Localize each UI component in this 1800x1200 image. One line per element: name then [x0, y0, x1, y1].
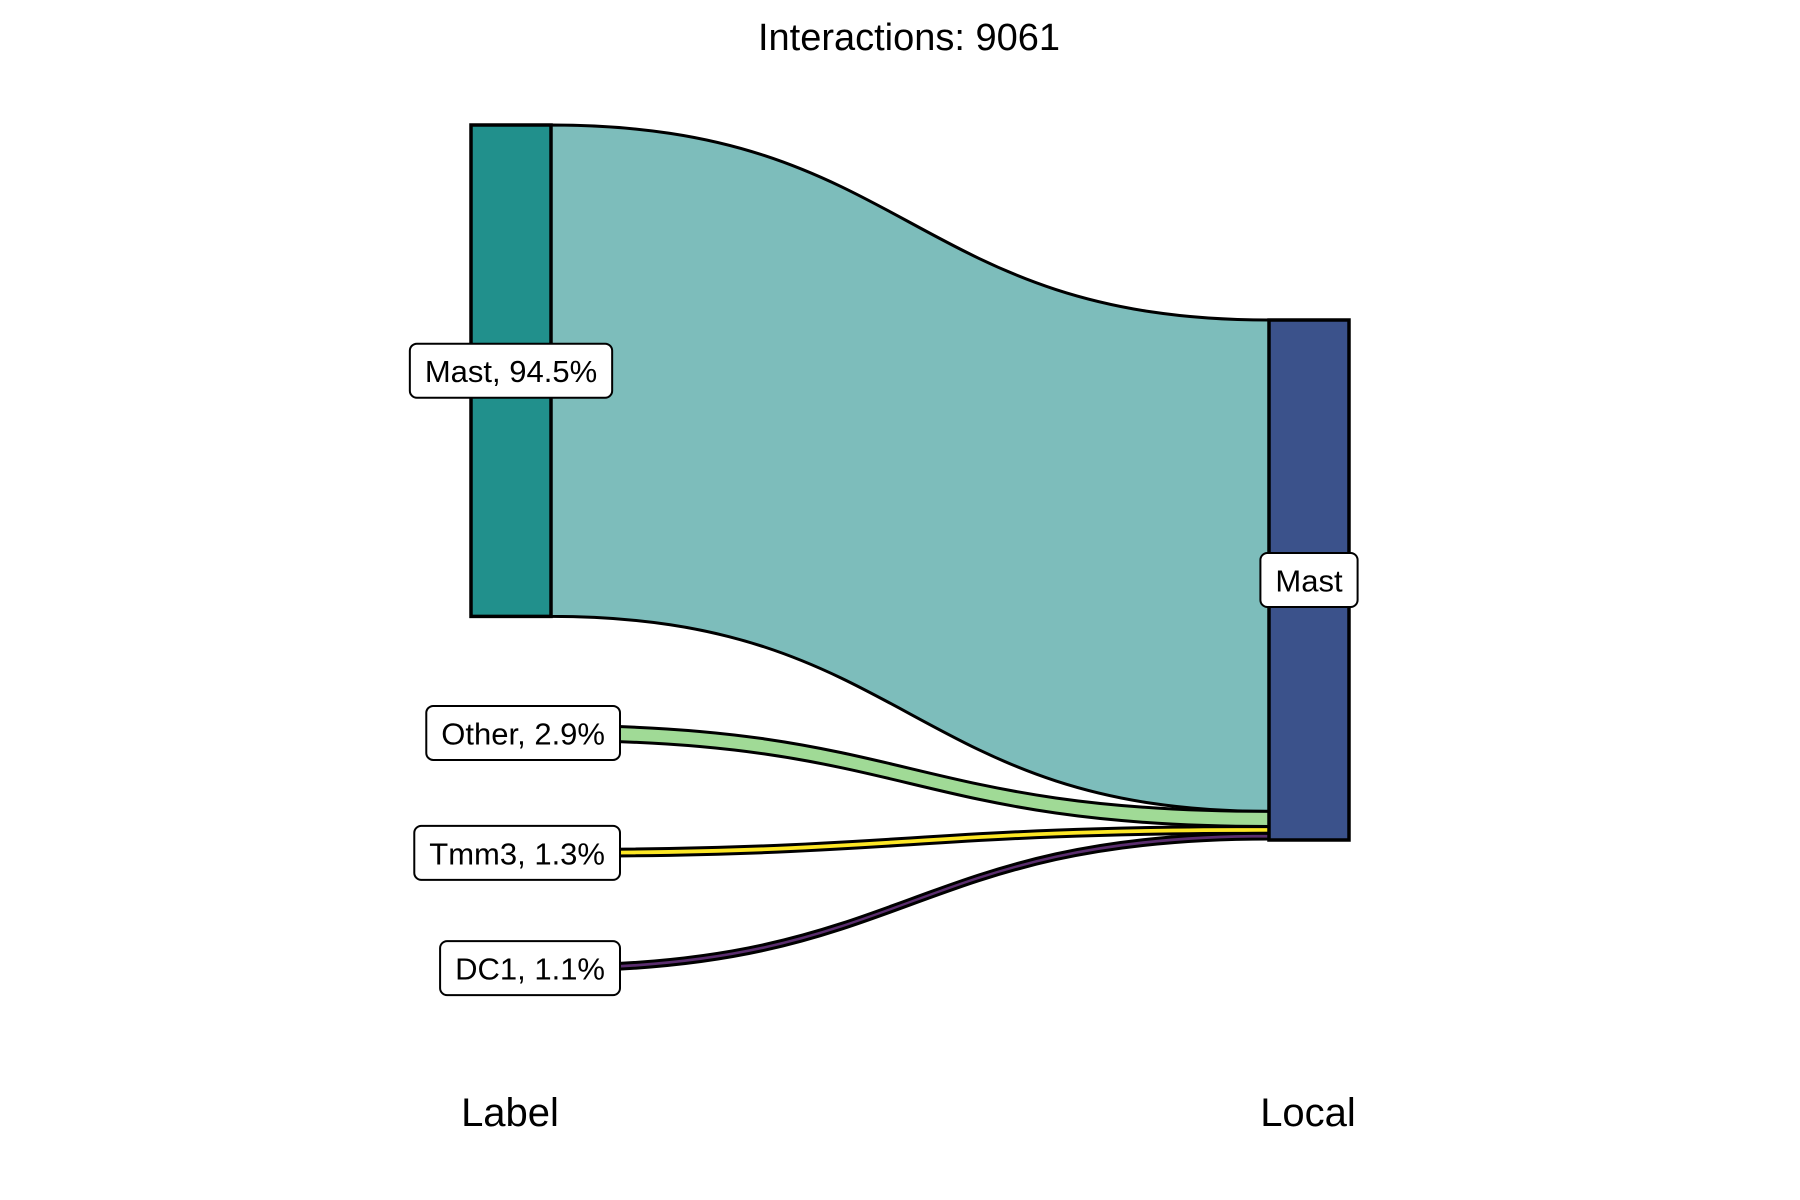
node-label-text: Other, 2.9% [441, 716, 605, 751]
chart-title: Interactions: 9061 [758, 17, 1060, 59]
flow-mast-to-mast [549, 123, 1271, 813]
node-label-box [439, 940, 621, 997]
node-label-box [408, 342, 614, 399]
node-label-box [1259, 552, 1359, 608]
node-label-text: DC1, 1.1% [455, 952, 605, 987]
node-label-mast-src: Mast, 94.5% [408, 342, 614, 399]
node-label-dc1-src: DC1, 1.1% [439, 940, 621, 997]
axis-label-right: Local [1260, 1091, 1356, 1135]
node-label-tmm3-src: Tmm3, 1.3% [413, 824, 621, 881]
node-label-text: Mast [1275, 564, 1343, 599]
node-label-mast-dst: Mast [1259, 552, 1359, 608]
node-label-other-src: Other, 2.9% [425, 704, 621, 761]
axis-label-left: Label [461, 1091, 559, 1135]
labels-layer: Mast, 94.5% Other, 2.9% Tmm3, 1.3% DC1, 1.1… [408, 342, 1359, 997]
flows-layer [549, 123, 1271, 973]
node-label-box [425, 704, 621, 761]
node-label-box [413, 824, 621, 881]
node-label-text: Tmm3, 1.3% [429, 836, 605, 871]
node-label-text: Mast, 94.5% [425, 354, 597, 389]
